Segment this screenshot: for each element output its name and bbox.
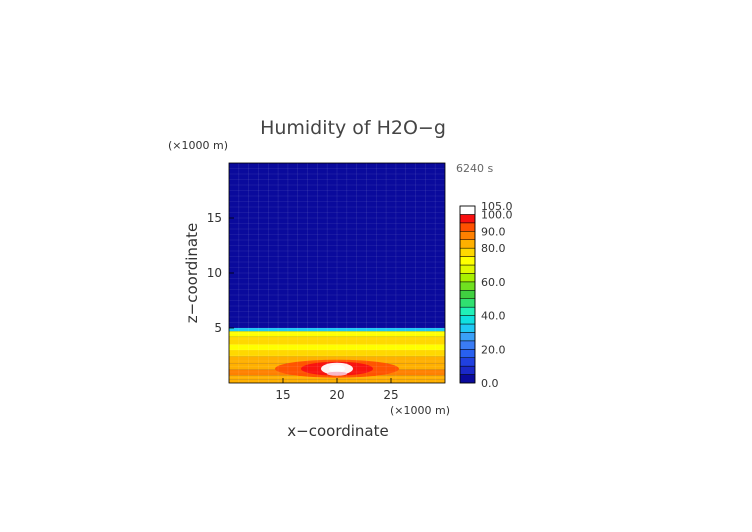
humidity-band <box>229 350 445 357</box>
colorbar-swatch <box>459 315 476 325</box>
colorbar-swatch <box>459 332 476 342</box>
colorbar-swatch <box>459 231 476 240</box>
colorbar-tick-label: 105.0 <box>481 200 513 213</box>
time-label: 6240 s <box>456 162 493 175</box>
colorbar-frame <box>459 205 476 384</box>
colorbar-tick-label: 0.0 <box>481 377 499 390</box>
humidity-band <box>229 328 445 332</box>
colorbar-swatch <box>459 205 476 215</box>
y-tick-label: 10 <box>207 266 222 280</box>
x-tick-label: 15 <box>275 388 290 402</box>
plot-grid <box>229 163 445 383</box>
chart-title: Humidity of H2O−g <box>260 117 446 139</box>
z-unit-label: (×1000 m) <box>168 139 228 152</box>
colorbar-swatch <box>459 239 476 249</box>
humidity-maximum <box>275 359 399 378</box>
y-tick-label: 15 <box>207 211 222 225</box>
colorbar-tick-label: 90.0 <box>481 225 506 238</box>
x-tick-label: 20 <box>329 388 344 402</box>
colorbar-swatch <box>459 349 476 358</box>
y-tick-label: 5 <box>214 321 222 335</box>
colorbar-swatch <box>459 222 476 232</box>
humidity-contour-ring <box>329 364 345 373</box>
colorbar <box>459 205 476 384</box>
colorbar-swatch <box>459 273 476 283</box>
y-axis-ticks: 5 10 15 <box>207 211 234 335</box>
x-axis-label: x−coordinate <box>287 422 388 440</box>
colorbar-swatch <box>459 365 476 375</box>
colorbar-swatch <box>459 323 476 333</box>
colorbar-swatch <box>459 264 476 274</box>
contour-plot-area <box>229 163 445 383</box>
colorbar-swatch <box>459 214 476 224</box>
colorbar-swatch <box>459 256 476 266</box>
colorbar-swatch <box>459 306 476 316</box>
colorbar-swatch <box>459 374 476 384</box>
colorbar-tick-label: 80.0 <box>481 242 506 255</box>
humidity-contour-ring <box>327 371 347 376</box>
humidity-band <box>229 331 445 337</box>
x-tick-label: 25 <box>383 388 398 402</box>
colorbar-swatch <box>459 290 476 299</box>
x-unit-label: (×1000 m) <box>390 404 450 417</box>
x-axis-ticks: 15 20 25 <box>275 378 399 402</box>
y-axis-label: z−coordinate <box>183 223 201 323</box>
colorbar-tick-label: 40.0 <box>481 310 506 323</box>
colorbar-swatch <box>459 247 476 257</box>
humidity-band <box>229 336 445 345</box>
colorbar-swatch <box>459 281 476 291</box>
colorbar-tick-label: 20.0 <box>481 343 506 356</box>
colorbar-tick-label: 100.0 <box>481 208 513 221</box>
colorbar-swatch <box>459 340 476 350</box>
humidity-band <box>229 344 445 350</box>
colorbar-swatch <box>459 357 476 367</box>
colorbar-swatch <box>459 298 476 308</box>
colorbar-tick-label: 60.0 <box>481 276 506 289</box>
